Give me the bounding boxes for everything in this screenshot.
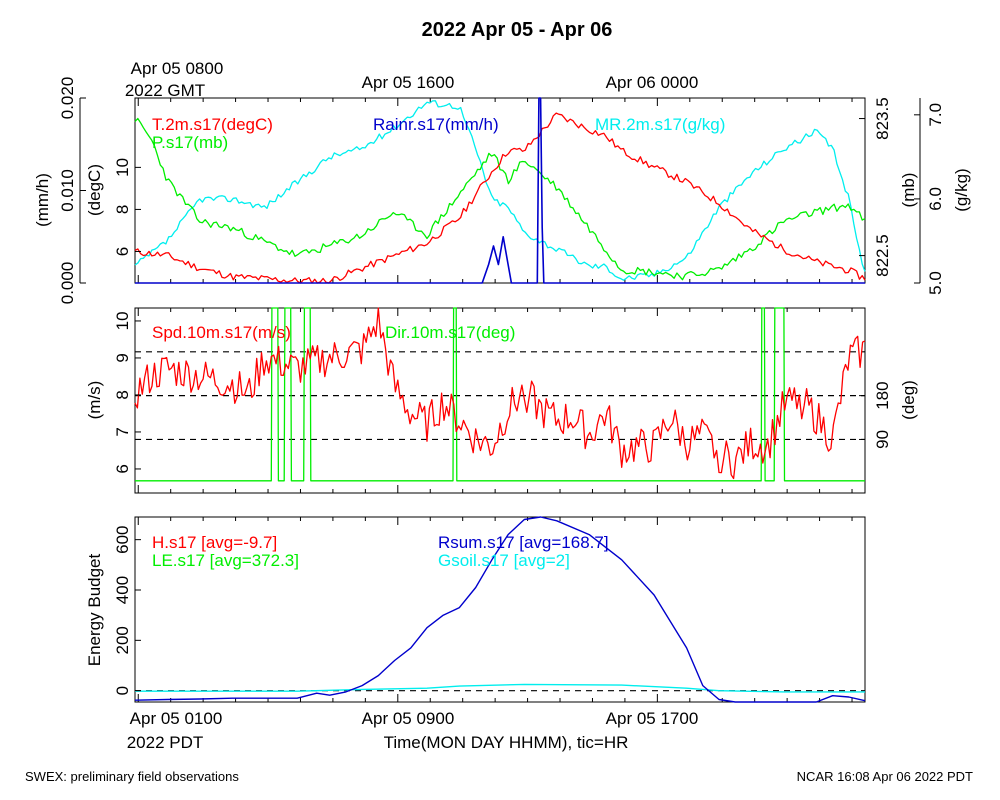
rain-tick-label-1: 0.010: [58, 169, 77, 212]
rain-axis-label: (mm/h): [33, 173, 52, 227]
rain-tick-label-0: 0.000: [58, 262, 77, 305]
x-axis-label: Time(MON DAY HHMM), tic=HR: [384, 733, 629, 752]
spd-tick-label-2: 8: [113, 390, 132, 399]
spd-tick-label-3: 9: [113, 353, 132, 362]
top-axis-label-3: Apr 06 0000: [606, 73, 699, 92]
legend-temperature: T.2m.s17(degC): [152, 115, 273, 134]
series-line-direction: [135, 307, 865, 482]
bottom-axis-label-1: Apr 05 0100: [130, 709, 223, 728]
top-axis-zone: 2022 GMT: [125, 81, 205, 100]
legend-sensible-heat: H.s17 [avg=-9.7]: [152, 533, 277, 552]
energy-axis: 0 200 400 600 Energy Budget: [85, 526, 132, 696]
top-axis-label-2: Apr 05 1600: [362, 73, 455, 92]
series-line-speed: [134, 307, 866, 480]
panel-meteorology: T.2m.s17(degC) P.s17(mb) Rainr.s17(mm/h)…: [33, 77, 971, 305]
pressure-tick-label-1: 823.5: [873, 97, 892, 140]
panel-energy: H.s17 [avg=-9.7] LE.s17 [avg=372.3] Rsum…: [85, 516, 866, 703]
mr-tick-label-2: 7.0: [926, 103, 945, 127]
panel-3-lines: [134, 516, 866, 703]
panel-1-frame: [134, 97, 866, 284]
panel-1-lines: [80, 97, 920, 284]
bottom-axis-zone: 2022 PDT: [127, 733, 204, 752]
panel-3-frame: [134, 516, 866, 703]
series-line-soil-heat: [135, 683, 865, 693]
spd-tick-label-0: 6: [113, 464, 132, 473]
energy-tick-label-2: 400: [113, 576, 132, 604]
pressure-axis: 822.5 823.5 (mb): [873, 97, 918, 277]
dir-tick-label-0: 90: [873, 430, 892, 449]
legend-wind-direction: Dir.10m.s17(deg): [385, 323, 515, 342]
panel-wind: Spd.10m.s17(m/s) Dir.10m.s17(deg) 6 7 8 …: [85, 307, 918, 494]
mixing-ratio-axis: 5.0 6.0 7.0 (g/kg): [919, 98, 971, 295]
panel-2-frame: [134, 307, 866, 494]
energy-axis-label: Energy Budget: [85, 553, 104, 666]
pressure-axis-label: (mb): [899, 173, 918, 208]
pressure-tick-label-0: 822.5: [873, 234, 892, 277]
speed-axis: 6 7 8 9 10 (m/s): [85, 311, 132, 473]
series-line-net-radiation: [134, 516, 866, 703]
legend-net-radiation: Rsum.s17 [avg=168.7]: [438, 533, 609, 552]
footer-right: NCAR 16:08 Apr 06 2022 PDT: [797, 769, 973, 784]
mr-axis-label: (g/kg): [952, 168, 971, 211]
bottom-axis-label-2: Apr 05 0900: [362, 709, 455, 728]
legend-mixing-ratio: MR.2m.s17(g/kg): [595, 115, 725, 134]
mr-tick-label-0: 5.0: [926, 271, 945, 295]
speed-axis-label: (m/s): [85, 381, 104, 420]
panel-3-ticks: [137, 517, 853, 702]
temp-tick-label-1: 8: [113, 205, 132, 214]
spd-tick-label-4: 10: [113, 311, 132, 330]
figure-title: 2022 Apr 05 - Apr 06: [422, 19, 613, 41]
panel-2-lines: [134, 307, 866, 482]
series-line-rain: [135, 97, 865, 284]
energy-tick-label-1: 200: [113, 626, 132, 654]
footer-left: SWEX: preliminary field observations: [25, 769, 239, 784]
series-line-mr: [134, 100, 866, 281]
rain-axis: 0.000 0.010 0.020 (mm/h): [33, 77, 81, 305]
energy-tick-label-3: 600: [113, 526, 132, 554]
top-axis-label-1: Apr 05 0800: [131, 59, 224, 78]
temp-axis: 6 8 10 (degC): [85, 158, 132, 256]
spd-tick-label-1: 7: [113, 427, 132, 436]
legend-latent-heat: LE.s17 [avg=372.3]: [152, 551, 299, 570]
temp-axis-label: (degC): [85, 164, 104, 216]
bottom-axis-label-3: Apr 05 1700: [606, 709, 699, 728]
legend-pressure: P.s17(mb): [152, 133, 228, 152]
energy-tick-label-0: 0: [113, 686, 132, 695]
direction-axis-label: (deg): [899, 380, 918, 420]
series-line-temp: [134, 112, 866, 284]
mr-tick-label-1: 6.0: [926, 187, 945, 211]
temp-tick-label-0: 6: [113, 247, 132, 256]
temp-tick-label-2: 10: [113, 158, 132, 177]
rain-tick-label-2: 0.020: [58, 77, 77, 120]
dir-tick-label-1: 180: [873, 381, 892, 409]
legend-rain-rate: Rainr.s17(mm/h): [373, 115, 499, 134]
legend-wind-speed: Spd.10m.s17(m/s): [152, 323, 291, 342]
panel-2-ticks: [137, 308, 853, 493]
legend-soil-heat: Gsoil.s17 [avg=2]: [438, 551, 570, 570]
direction-axis: 90 180 (deg): [873, 380, 918, 449]
panel-2-dashed-lines: [135, 351, 865, 441]
series-line-pres: [134, 117, 866, 281]
